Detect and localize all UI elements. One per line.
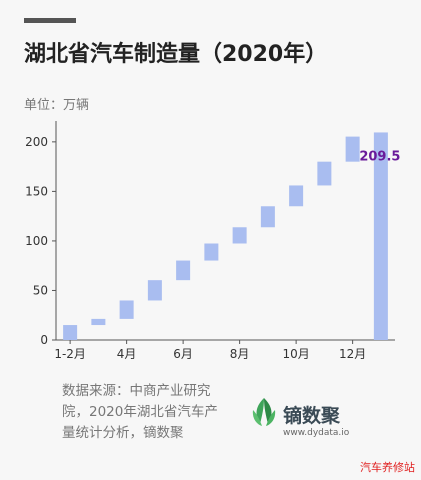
x-tick-label: 4月: [117, 347, 137, 361]
waterfall-bar: [345, 136, 360, 162]
waterfall-bar: [289, 185, 304, 207]
x-tick-label: 1-2月: [54, 347, 86, 361]
chart-title: 湖北省汽车制造量（2020年）: [24, 42, 328, 67]
waterfall-bar: [232, 227, 247, 244]
source-text: 数据来源：中商产业研究院，2020年湖北省汽车产量统计分析，镝数聚: [62, 383, 218, 441]
total-data-label: 209.5: [359, 149, 400, 164]
waterfall-bar: [119, 300, 134, 319]
watermark-text: 汽车养修站: [360, 461, 415, 474]
waterfall-bar: [317, 161, 332, 186]
total-bar: [373, 132, 388, 340]
waterfall-bar: [176, 260, 191, 281]
unit-label: 单位：万辆: [24, 98, 90, 113]
waterfall-bar: [91, 318, 106, 326]
waterfall-bar: [63, 325, 78, 340]
waterfall-bar: [204, 243, 219, 261]
leaf-logo-icon: [252, 398, 276, 426]
y-tick-label: 200: [25, 135, 48, 149]
x-tick-label: 12月: [339, 347, 366, 361]
x-tick-label: 6月: [173, 347, 193, 361]
brand-url: www.dydata.io: [283, 428, 350, 438]
y-tick-label: 150: [25, 184, 48, 198]
y-tick-label: 100: [25, 234, 48, 248]
x-tick-label: 8月: [230, 347, 250, 361]
y-tick-label: 50: [33, 283, 48, 297]
brand-name: 镝数聚: [283, 405, 341, 427]
x-tick-label: 10月: [282, 347, 309, 361]
header-accent-bar: [24, 18, 76, 23]
y-tick-label: 0: [40, 333, 48, 347]
waterfall-bar: [147, 280, 162, 301]
waterfall-bar: [260, 206, 275, 228]
